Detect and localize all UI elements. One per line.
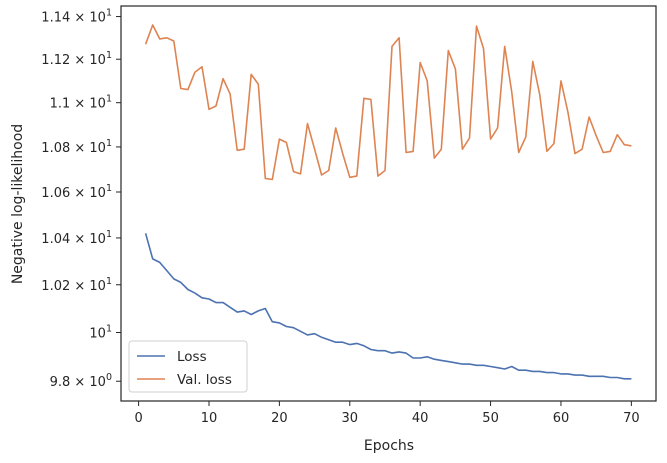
- plot-frame: [120, 5, 657, 402]
- y-tick-label: 1.1 × 101: [50, 94, 112, 112]
- series-line-0: [144, 233, 632, 380]
- x-tick-label: 50: [482, 411, 499, 426]
- y-tick-label: 9.8 × 100: [50, 372, 112, 390]
- legend-label-val-loss: Val. loss: [177, 372, 232, 388]
- y-axis: 9.8 × 100 101 1.02 × 101 1.04 × 101 1.06 × 1…: [41, 8, 121, 390]
- x-tick-label: 70: [623, 411, 640, 426]
- y-tick-label: 1.06 × 101: [41, 183, 112, 201]
- y-tick-label: 1.12 × 101: [41, 50, 112, 68]
- y-tick-label: 1.02 × 101: [41, 276, 112, 294]
- y-axis-label: Negative log-likelihood: [10, 124, 26, 284]
- x-axis: 0 10 20 30 40 50 60 70: [134, 401, 640, 426]
- y-tick-label: 1.08 × 101: [41, 138, 112, 156]
- legend: Loss Val. loss: [128, 340, 248, 393]
- x-tick-label: 0: [134, 411, 142, 426]
- series-line-1: [144, 24, 632, 181]
- x-tick-label: 60: [553, 411, 570, 426]
- x-tick-label: 10: [201, 411, 218, 426]
- y-tick-label: 1.04 × 101: [41, 229, 112, 247]
- y-tick-label: 1.14 × 101: [41, 8, 112, 26]
- x-tick-label: 30: [342, 411, 359, 426]
- plot-lines: [144, 24, 632, 380]
- legend-label-loss: Loss: [177, 349, 207, 365]
- x-tick-label: 20: [271, 411, 288, 426]
- x-axis-label: Epochs: [364, 438, 414, 454]
- y-tick-label: 101: [89, 324, 112, 342]
- x-tick-label: 40: [412, 411, 429, 426]
